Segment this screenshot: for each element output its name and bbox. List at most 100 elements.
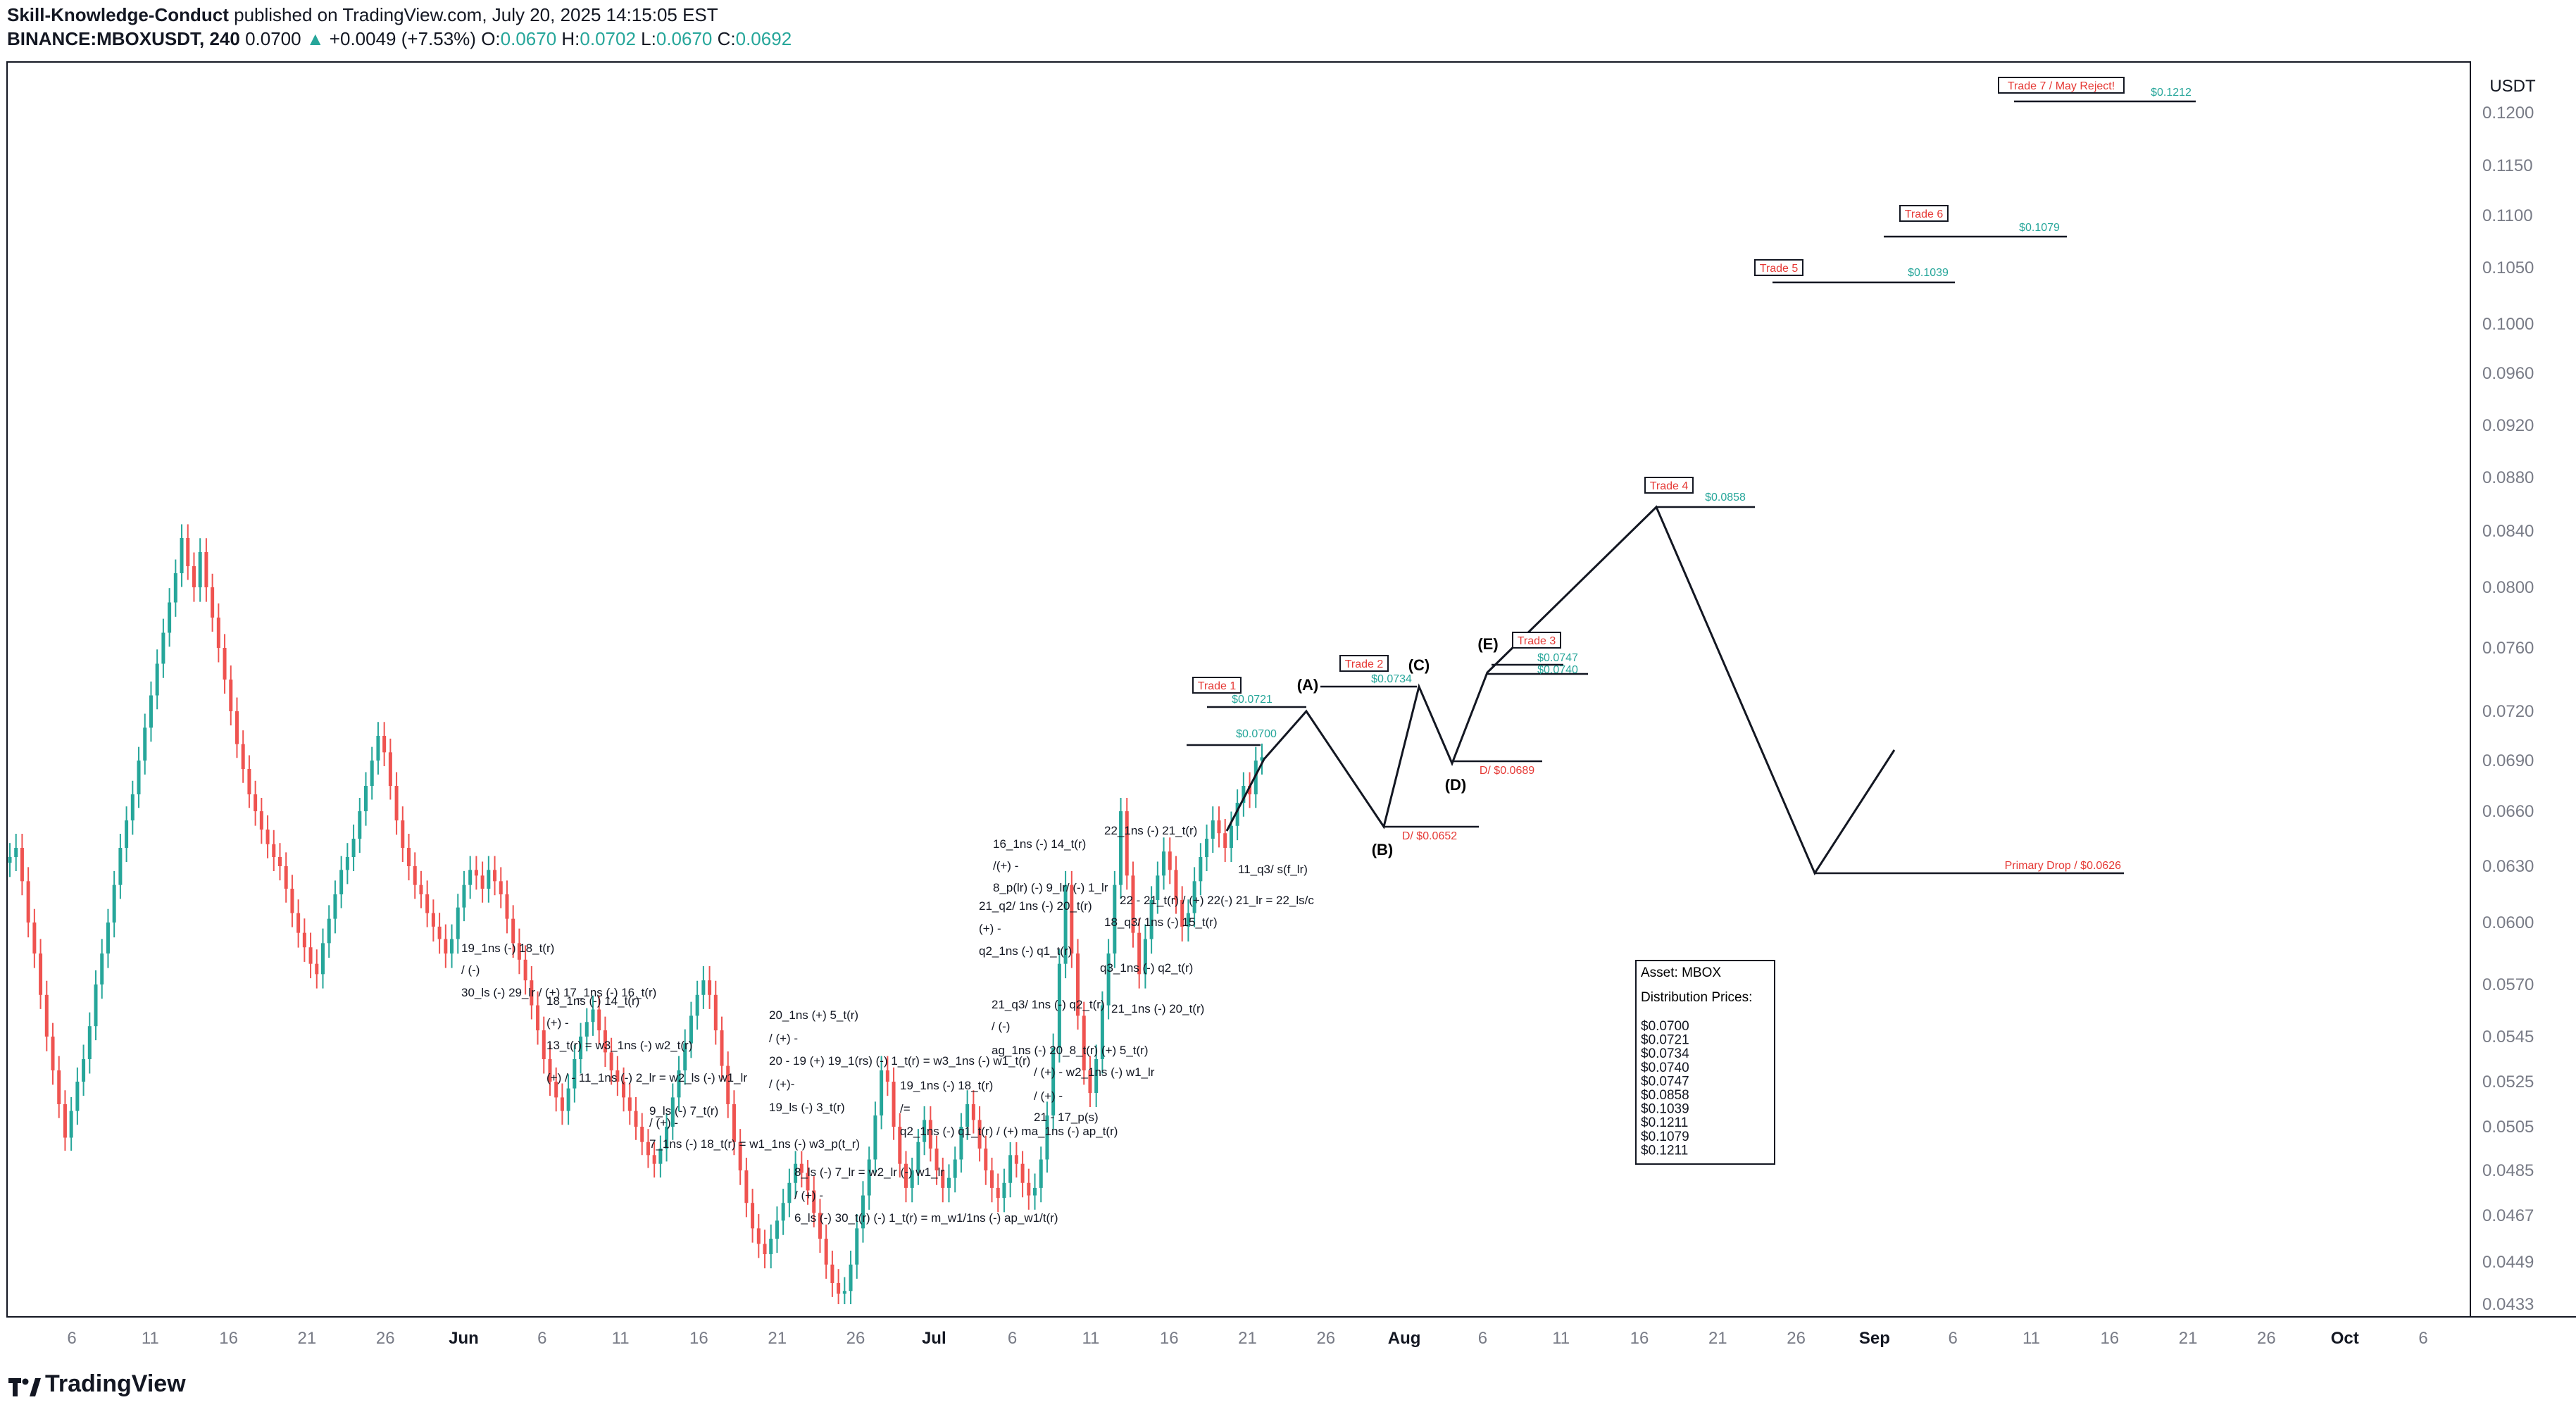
- candle-body: [1002, 1182, 1006, 1199]
- candle-body: [953, 1159, 957, 1178]
- candle-body: [751, 1203, 755, 1229]
- price-tick-label: 0.0840: [2482, 522, 2534, 541]
- trade-5-box: [1754, 259, 1803, 276]
- price-tick-label: 0.0505: [2482, 1118, 2534, 1137]
- symbol-label[interactable]: BINANCE:MBOXUSDT, 240: [7, 28, 240, 49]
- distribution-title: Distribution Prices:: [1641, 990, 1752, 1005]
- open-label: O:: [481, 28, 501, 49]
- candle-body: [701, 980, 706, 995]
- time-tick-label: 16: [689, 1329, 708, 1348]
- time-tick-label: Sep: [1859, 1329, 1890, 1348]
- candle-body: [1186, 913, 1190, 927]
- candle-body: [1174, 870, 1178, 900]
- wave-note: (+) / - 11_1ns (-) 2_lr = w2_ls (-) w1_l…: [546, 1071, 747, 1084]
- candle-body: [1162, 851, 1166, 876]
- candle-body: [364, 786, 368, 811]
- candle-body: [517, 943, 521, 960]
- candle-body: [265, 830, 270, 844]
- candle-body: [100, 953, 104, 984]
- price-tick-label: 0.1150: [2482, 156, 2533, 175]
- candle-body: [149, 695, 153, 728]
- distribution-price-list: $0.0700$0.0721$0.0734$0.0740$0.0747$0.08…: [1641, 1019, 1689, 1158]
- candle-body: [462, 884, 466, 908]
- candle-body: [351, 839, 356, 857]
- price-tick-label: 0.1100: [2482, 206, 2533, 225]
- candle-body: [487, 870, 491, 889]
- low-label: L:: [641, 28, 656, 49]
- candle-body: [1100, 1005, 1104, 1059]
- trade-5-label: Trade 5: [1760, 263, 1799, 275]
- price-tick-label: 0.1000: [2482, 315, 2534, 334]
- candle-body: [39, 953, 43, 995]
- candle-body: [867, 1159, 871, 1196]
- wave-note: (+) -: [979, 922, 1001, 935]
- time-tick-label: 26: [2257, 1329, 2276, 1348]
- low-value: 0.0670: [656, 28, 713, 49]
- candle-body: [923, 1120, 927, 1142]
- candle-body: [1235, 803, 1239, 826]
- time-tick-label: 11: [1552, 1329, 1570, 1348]
- wave-note: q2_1ns (-) q1_t(r): [979, 944, 1072, 958]
- asset-box-frame: [1635, 960, 1775, 1165]
- wave-label-b: (B): [1372, 841, 1394, 858]
- distribution-price: $0.0747: [1641, 1074, 1689, 1089]
- wave-note: 18_q3/ 1ns (-) 15_t(r): [1104, 915, 1218, 929]
- candle-body: [885, 1070, 889, 1082]
- wave-note: 22 - 21_t(r) / (+) 22(-) 21_lr = 22_ls/c: [1120, 894, 1314, 907]
- tradingview-branding[interactable]: TradingView: [8, 1370, 186, 1398]
- wave-note: 20 - 19 (+) 19_1(rs) (-) 1_t(r) = w3_1ns…: [769, 1054, 1030, 1068]
- price-tick-label: 0.0960: [2482, 364, 2534, 383]
- candle-body: [1192, 881, 1196, 913]
- candle-body: [984, 1149, 988, 1170]
- wave-note: q2_1ns (-) q1_t(r) / (+) ma_1ns (-) ap_t…: [900, 1125, 1118, 1138]
- candle-body: [769, 1239, 773, 1254]
- candle-body: [168, 602, 172, 633]
- candle-body: [566, 1088, 570, 1111]
- wave-note: 11_q3/ s(f_lr): [1238, 863, 1308, 876]
- author-name[interactable]: Skill-Knowledge-Conduct: [7, 4, 229, 25]
- candle-body: [806, 1172, 810, 1191]
- wave-note: 30_ls (-) 29_lr / (+) 17_1ns (-) 16_t(r): [461, 986, 656, 999]
- candle-body: [1168, 851, 1172, 870]
- trade-6-price: $0.1079: [2019, 222, 2060, 234]
- candle-body: [235, 711, 239, 744]
- trade-6-box: [1899, 205, 1949, 222]
- candle-body: [1125, 811, 1129, 876]
- candle-body: [44, 994, 49, 1037]
- candle-body: [431, 913, 435, 927]
- candle-body: [468, 870, 473, 885]
- candle-body: [505, 894, 509, 919]
- wave-note: 9_ls (-) 7_t(r): [649, 1104, 718, 1118]
- wave-note: / (+) - w2_1ns (-) w1_lr: [1034, 1065, 1155, 1079]
- time-tick-label: 16: [219, 1329, 238, 1348]
- wave-note: / (-): [992, 1020, 1010, 1033]
- trade-5-price: $0.1039: [1908, 267, 1949, 279]
- candle-body: [302, 932, 306, 948]
- candle-body: [916, 1142, 920, 1170]
- candle-body: [327, 918, 331, 944]
- distribution-price: $0.1079: [1641, 1130, 1689, 1144]
- candle-body: [523, 959, 527, 981]
- candle-body: [382, 736, 387, 753]
- trade-2-price: $0.0734: [1371, 673, 1412, 685]
- candle-body: [880, 1070, 884, 1115]
- time-axis[interactable]: 6 11 16 21 26 Jun 6 11 16 21 26 Jul 6 11 16 21 26 Aug 6 11 1…: [67, 1329, 2427, 1348]
- time-tick-label: 21: [2179, 1329, 2198, 1348]
- price-axis[interactable]: 0.1200 0.1150 0.1100 0.1050 0.1000 0.0960 0.09…: [2482, 104, 2534, 1314]
- candle-body: [904, 1163, 908, 1188]
- time-tick-label: 16: [2100, 1329, 2119, 1348]
- candle-body: [977, 1120, 982, 1149]
- candle-body: [241, 744, 245, 769]
- candle-body: [756, 1228, 761, 1244]
- candle-body: [1082, 1015, 1086, 1070]
- close-label: C:: [717, 28, 736, 49]
- candle-body: [646, 1142, 650, 1156]
- candle-body: [683, 1043, 687, 1070]
- candle-body: [75, 1082, 80, 1111]
- wave-label-d: (D): [1445, 776, 1467, 794]
- time-tick-label: Oct: [2331, 1329, 2359, 1348]
- change-up-icon: ▲: [306, 28, 325, 49]
- candlestick-series: [8, 524, 1264, 1304]
- time-tick-label: 21: [1238, 1329, 1257, 1348]
